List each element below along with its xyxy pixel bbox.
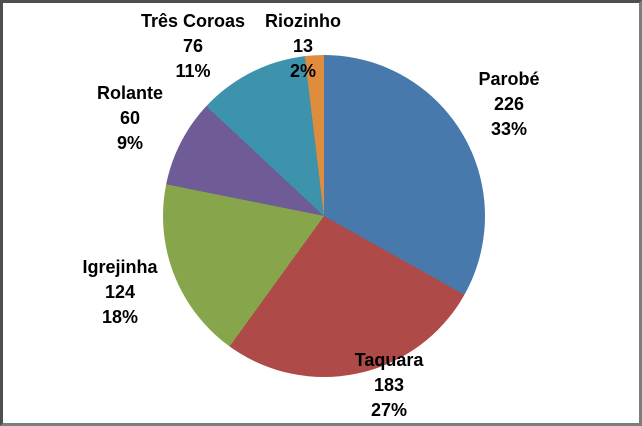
slice-name: Igrejinha <box>82 257 158 277</box>
slice-percent: 2% <box>289 61 317 81</box>
slice-label-taquara: Taquara 183 27% <box>355 348 424 423</box>
slice-value: 13 <box>292 36 314 56</box>
slice-value: 183 <box>373 375 405 395</box>
slice-value: 226 <box>493 94 525 114</box>
slice-name: Taquara <box>354 350 424 370</box>
slice-value: 124 <box>104 282 136 302</box>
slice-label-rolante: Rolante 60 9% <box>97 81 163 156</box>
slice-label-igrejinha: Igrejinha 124 18% <box>82 255 157 330</box>
slice-name: Riozinho <box>265 11 341 31</box>
slice-percent: 18% <box>101 307 139 327</box>
slice-label-parobe: Parobé 226 33% <box>478 67 539 142</box>
slice-percent: 9% <box>116 133 144 153</box>
slice-label-tres-coroas: Três Coroas 76 11% <box>141 9 245 84</box>
slice-name: Parobé <box>478 69 540 89</box>
slice-value: 60 <box>119 108 141 128</box>
slice-percent: 33% <box>490 119 528 139</box>
slice-name: Três Coroas <box>140 11 246 31</box>
slice-value: 76 <box>182 36 204 56</box>
slice-label-riozinho: Riozinho 13 2% <box>265 9 341 84</box>
slice-percent: 11% <box>175 61 211 81</box>
slice-percent: 27% <box>370 400 408 420</box>
pie-chart <box>163 55 485 377</box>
slice-name: Rolante <box>96 83 164 103</box>
